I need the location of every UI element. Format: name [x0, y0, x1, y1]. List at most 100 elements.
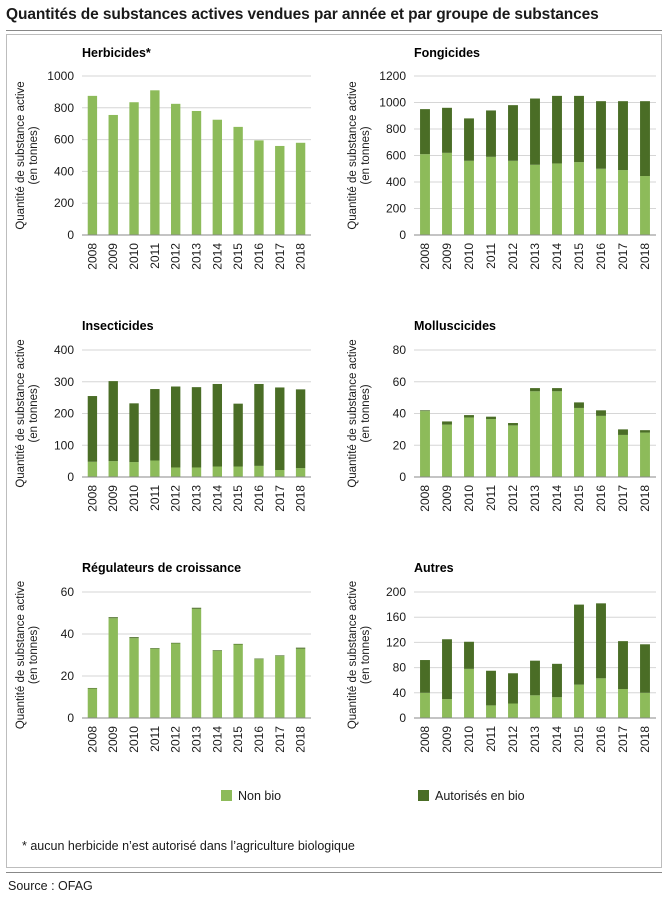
insecticides-xtick-label: 2010: [127, 485, 141, 512]
regulateurs-de-croissance-bar-non-bio: [275, 656, 285, 718]
insecticides-ytick-label: 0: [67, 470, 74, 484]
source-note: Source : OFAG: [8, 879, 93, 893]
herbicides-xtick-label: 2018: [294, 243, 308, 270]
herbicides-bar-non-bio: [170, 103, 181, 235]
molluscicides-bar-non-bio: [420, 411, 430, 477]
fongicides-ylabel-line2: (en tonnes): [360, 126, 372, 184]
autres-xtick-label: 2015: [572, 726, 586, 753]
footnote: * aucun herbicide n’est autorisé dans l’…: [22, 839, 355, 853]
fongicides-bar-non-bio: [552, 163, 562, 235]
insecticides-ytick-label: 400: [54, 343, 74, 357]
autres-bar-bio: [486, 670, 496, 706]
fongicides-ylabel-line1: Quantité de substance active: [347, 81, 359, 229]
insecticides-bar-non-bio: [150, 460, 160, 477]
fongicides-title: Fongicides: [414, 46, 480, 60]
bottom-rule: [6, 872, 662, 873]
autres-ytick-label: 160: [386, 610, 406, 624]
fongicides-ytick-label: 1000: [379, 96, 406, 110]
autres-ylabel-line2: (en tonnes): [360, 626, 372, 684]
regulateurs-de-croissance-xtick-label: 2012: [169, 726, 183, 753]
regulateurs-de-croissance-ytick-label: 20: [61, 669, 75, 683]
herbicides-xtick-label: 2017: [273, 243, 287, 270]
regulateurs-de-croissance-bar-non-bio: [254, 659, 264, 718]
regulateurs-de-croissance-bar-bio: [254, 658, 264, 660]
insecticides-ytick-label: 300: [54, 375, 74, 389]
regulateurs-de-croissance-bar-bio: [212, 650, 223, 651]
fongicides-bar-non-bio: [420, 154, 430, 235]
autres-bar-bio: [596, 603, 606, 679]
autres-bar-bio: [530, 660, 540, 696]
insecticides-xtick-label: 2015: [231, 485, 245, 512]
autres-bar-non-bio: [420, 692, 430, 718]
molluscicides-xtick-label: 2015: [572, 485, 586, 512]
autres-xtick-label: 2009: [440, 726, 454, 753]
fongicides-xtick-label: 2011: [484, 243, 498, 269]
insecticides-ytick-label: 200: [54, 407, 74, 421]
insecticides-bar-non-bio: [108, 461, 118, 477]
autres-bar-non-bio: [574, 684, 584, 718]
herbicides-xtick-label: 2012: [169, 243, 183, 270]
insecticides-bar-bio: [87, 396, 98, 462]
molluscicides-xtick-label: 2012: [506, 485, 520, 512]
insecticides-bar-bio: [254, 383, 264, 466]
insecticides-bar-non-bio: [212, 466, 223, 477]
molluscicides-bar-bio: [618, 429, 628, 435]
insecticides-bar-non-bio: [275, 470, 285, 477]
molluscicides-bar-bio: [442, 421, 452, 425]
herbicides-ytick-label: 400: [54, 164, 74, 178]
herbicides-xtick-label: 2016: [252, 243, 266, 270]
autres-xtick-label: 2016: [594, 726, 608, 753]
insecticides-bar-non-bio: [191, 467, 202, 477]
fongicides-bar-bio: [640, 101, 650, 177]
molluscicides-bar-non-bio: [596, 415, 606, 477]
regulateurs-de-croissance-bar-bio: [170, 642, 181, 644]
autres-bar-bio: [508, 673, 518, 704]
regulateurs-de-croissance-bar-non-bio: [87, 688, 98, 718]
fongicides-xtick-label: 2018: [638, 243, 652, 270]
fongicides-bar-bio: [508, 105, 518, 161]
fongicides-bar-non-bio: [530, 164, 540, 235]
insecticides-bar-non-bio: [129, 462, 139, 477]
molluscicides-xtick-label: 2014: [550, 485, 564, 512]
insecticides-xtick-label: 2011: [148, 485, 162, 511]
insecticides-bar-bio: [108, 381, 118, 462]
molluscicides-bar-non-bio: [640, 432, 650, 477]
autres-ytick-label: 120: [386, 635, 406, 649]
autres-title: Autres: [414, 561, 454, 575]
fongicides-ytick-label: 600: [386, 149, 406, 163]
herbicides-ytick-label: 1000: [47, 69, 74, 83]
molluscicides-bar-non-bio: [618, 434, 628, 477]
insecticides-bar-non-bio: [233, 466, 243, 477]
herbicides-xtick-label: 2011: [148, 243, 162, 269]
fongicides-xtick-label: 2014: [550, 243, 564, 270]
autres-xtick-label: 2010: [462, 726, 476, 753]
molluscicides-bar-non-bio: [464, 417, 474, 477]
fongicides-ytick-label: 400: [386, 175, 406, 189]
autres-bar-non-bio: [640, 692, 650, 718]
autres-xtick-label: 2018: [638, 726, 652, 753]
insecticides-xtick-label: 2009: [106, 485, 120, 512]
fongicides-bar-non-bio: [618, 170, 628, 235]
herbicides-ytick-label: 0: [67, 228, 74, 242]
molluscicides-ytick-label: 40: [393, 407, 407, 421]
molluscicides-bar-bio: [464, 415, 474, 418]
molluscicides-ytick-label: 60: [393, 375, 407, 389]
fongicides-xtick-label: 2017: [616, 243, 630, 270]
top-rule: [6, 30, 662, 31]
autres-bar-non-bio: [552, 697, 562, 718]
herbicides-ytick-label: 200: [54, 196, 74, 210]
herbicides-bar-non-bio: [212, 119, 223, 235]
insecticides-bar-bio: [150, 389, 160, 461]
herbicides-xtick-label: 2013: [190, 243, 204, 270]
autres-bar-non-bio: [508, 703, 518, 718]
regulateurs-de-croissance-xtick-label: 2015: [231, 726, 245, 753]
autres-bar-non-bio: [530, 695, 540, 718]
molluscicides-bar-non-bio: [508, 425, 518, 477]
fongicides-xtick-label: 2010: [462, 243, 476, 270]
molluscicides-ytick-label: 0: [399, 470, 406, 484]
herbicides-bar-non-bio: [150, 90, 160, 235]
regulateurs-de-croissance-xtick-label: 2017: [273, 726, 287, 753]
molluscicides-bar-bio: [574, 402, 584, 408]
herbicides-bar-non-bio: [129, 102, 139, 235]
autres-bar-bio: [618, 641, 628, 690]
